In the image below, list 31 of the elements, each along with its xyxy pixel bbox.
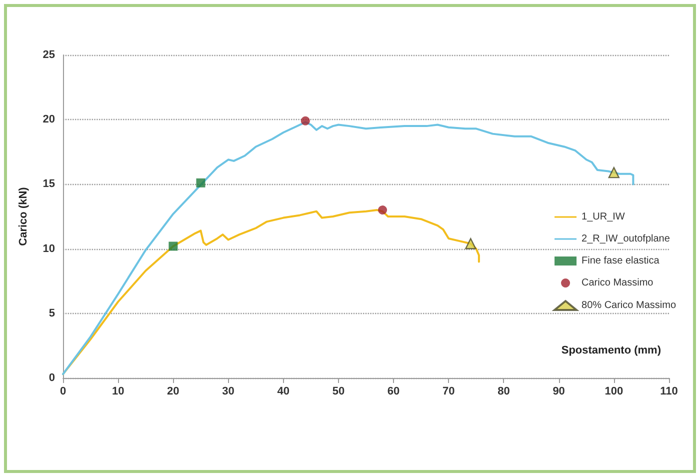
x-tick-label: 60	[387, 386, 400, 398]
point	[608, 166, 620, 178]
legend-label: 2_R_IW_outofplane	[582, 234, 670, 244]
y-tick-label: 25	[42, 49, 55, 61]
x-tick-label: 50	[332, 386, 345, 398]
x-tick-label: 90	[552, 386, 565, 398]
x-tick-label: 20	[167, 386, 180, 398]
x-tick-label: 30	[222, 386, 234, 398]
y-axis-title: Carico (kN)	[18, 186, 30, 246]
point	[465, 238, 476, 250]
point	[196, 178, 206, 188]
x-tick-label: 70	[442, 386, 455, 398]
legend-label: Carico Massimo	[582, 278, 654, 288]
x-tick-label: 80	[498, 386, 510, 398]
legend-label: 1_UR_IW	[582, 212, 626, 222]
x-tick-label: 40	[277, 386, 290, 398]
y-tick-label: 0	[48, 372, 55, 384]
y-tick-label: 10	[42, 242, 55, 255]
x-tick-label: 10	[112, 386, 124, 398]
x-tick-label: 110	[660, 386, 678, 398]
legend-label: 80% Carico Massimo	[582, 300, 676, 311]
y-tick-label: 5	[48, 307, 55, 320]
legend-label: Fine fase elastica	[582, 256, 660, 266]
x-axis-title: Spostamento (mm)	[561, 344, 662, 356]
point	[378, 206, 388, 215]
y-tick-label: 20	[42, 114, 55, 126]
x-tick-label: 0	[60, 386, 66, 398]
y-tick-label: 15	[42, 178, 55, 190]
x-tick-label: 100	[604, 386, 624, 398]
point	[300, 116, 310, 126]
point	[168, 242, 178, 251]
